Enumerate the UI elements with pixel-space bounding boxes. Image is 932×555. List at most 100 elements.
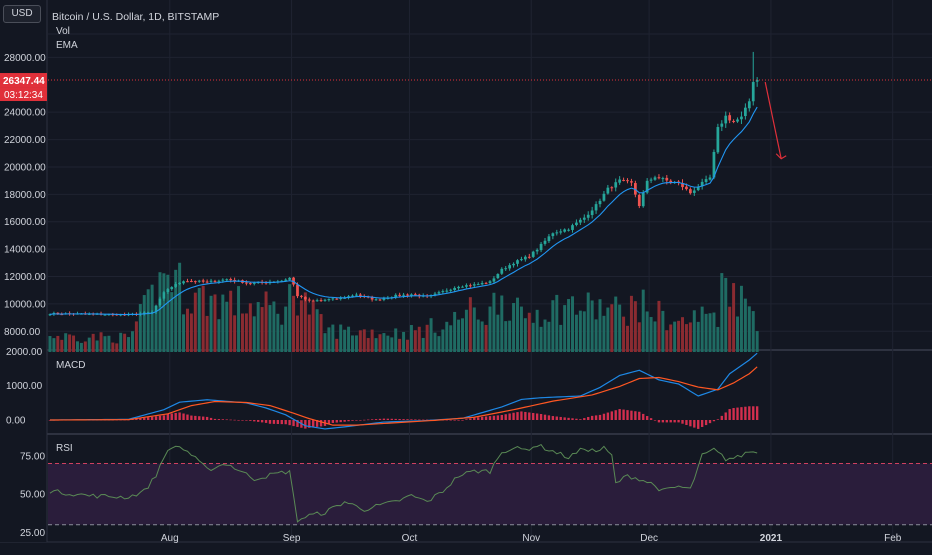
volume-bar <box>441 329 445 352</box>
volume-bar <box>240 313 244 352</box>
volume-bar <box>402 331 406 352</box>
candle-body <box>633 183 637 195</box>
macd-hist-bar <box>135 418 138 420</box>
macd-hist-bar <box>213 418 217 420</box>
macd-hist-bar <box>288 420 291 426</box>
volume-bar <box>256 302 260 352</box>
macd-hist-bar <box>473 417 476 420</box>
currency-button[interactable]: USD <box>3 5 41 23</box>
candle-body <box>492 278 496 282</box>
macd-hist-bar <box>284 420 287 425</box>
candle-body <box>555 232 559 234</box>
candle-body <box>578 219 582 223</box>
candle-body <box>433 293 437 295</box>
candle-body <box>630 181 633 183</box>
volume-bar <box>217 319 221 352</box>
macd-signal-line <box>49 366 758 426</box>
volume-bar <box>323 333 327 352</box>
volume-bar <box>166 274 170 352</box>
macd-hist-bar <box>351 420 354 421</box>
macd-tick-label: 2000.00 <box>6 347 43 358</box>
candle-body <box>736 119 739 122</box>
volume-bar <box>681 317 685 352</box>
macd-hist-bar <box>363 419 366 421</box>
volume-bar <box>354 335 358 352</box>
candle-body <box>480 283 484 285</box>
macd-hist-bar <box>327 420 331 425</box>
ema-indicator-label[interactable]: EMA <box>56 40 78 51</box>
candle-body <box>142 312 146 314</box>
macd-hist-bar <box>477 417 480 420</box>
volume-bar <box>170 292 174 352</box>
vol-indicator-label[interactable]: Vol <box>56 26 70 37</box>
volume-bar <box>743 298 747 352</box>
rsi-line <box>49 443 758 523</box>
volume-bar <box>496 314 500 352</box>
volume-bar <box>264 291 268 352</box>
macd-hist-bar <box>162 415 166 420</box>
volume-bar <box>590 300 594 352</box>
candle-body <box>641 192 645 207</box>
candle-body <box>284 279 288 281</box>
volume-bar <box>535 309 539 352</box>
macd-hist-bar <box>139 418 142 420</box>
volume-bar <box>649 317 653 352</box>
candle-body <box>445 290 449 292</box>
volume-bar <box>299 300 303 352</box>
macd-histogram-group <box>48 406 759 429</box>
macd-hist-bar <box>198 416 201 420</box>
candle-body <box>755 80 759 82</box>
volume-bar <box>331 324 335 352</box>
candle-body <box>618 179 622 183</box>
candle-body <box>355 294 358 296</box>
candle-body <box>488 281 492 284</box>
candle-body <box>213 280 217 282</box>
rsi-pane-label[interactable]: RSI <box>56 443 73 454</box>
candle-body <box>500 268 504 274</box>
volume-bar <box>629 295 633 352</box>
price-tick-label: 24000.00 <box>4 108 46 119</box>
candle-body <box>60 314 64 316</box>
macd-hist-bar <box>535 413 539 420</box>
volume-bar <box>618 304 622 352</box>
candle-body <box>225 279 229 281</box>
candle-body <box>323 299 327 301</box>
candle-body <box>645 180 649 193</box>
volume-bar <box>52 338 56 352</box>
macd-hist-bar <box>575 418 578 420</box>
macd-hist-bar <box>736 407 739 420</box>
volume-bar <box>119 332 123 352</box>
macd-hist-bar <box>630 410 633 420</box>
macd-hist-bar <box>253 420 256 422</box>
volume-bar <box>559 324 563 352</box>
volume-bar <box>382 333 386 352</box>
macd-hist-bar <box>249 420 252 421</box>
volume-bar <box>602 315 606 352</box>
candle-body <box>681 183 684 188</box>
candle-body <box>688 189 692 194</box>
candle-body <box>378 299 382 301</box>
volume-bar <box>347 326 351 352</box>
macd-hist-bar <box>406 419 409 420</box>
macd-pane-label[interactable]: MACD <box>56 360 86 371</box>
macd-hist-bar <box>178 412 181 420</box>
volume-bar <box>665 330 669 352</box>
volume-bar <box>669 324 673 352</box>
macd-hist-bar <box>740 407 743 420</box>
macd-hist-bar <box>370 419 374 420</box>
time-tick-label: 2021 <box>760 533 783 544</box>
candle-body <box>575 222 578 225</box>
volume-bar <box>64 333 68 352</box>
volume-bar <box>237 286 241 352</box>
macd-hist-bar <box>272 420 276 424</box>
candle-body <box>700 181 704 187</box>
candle-body <box>539 243 543 251</box>
macd-hist-bar <box>143 417 146 420</box>
volume-bar <box>252 316 256 352</box>
macd-hist-bar <box>367 419 370 421</box>
volume-bar <box>677 320 681 352</box>
candle-body <box>307 299 311 301</box>
candle-body <box>162 292 166 299</box>
